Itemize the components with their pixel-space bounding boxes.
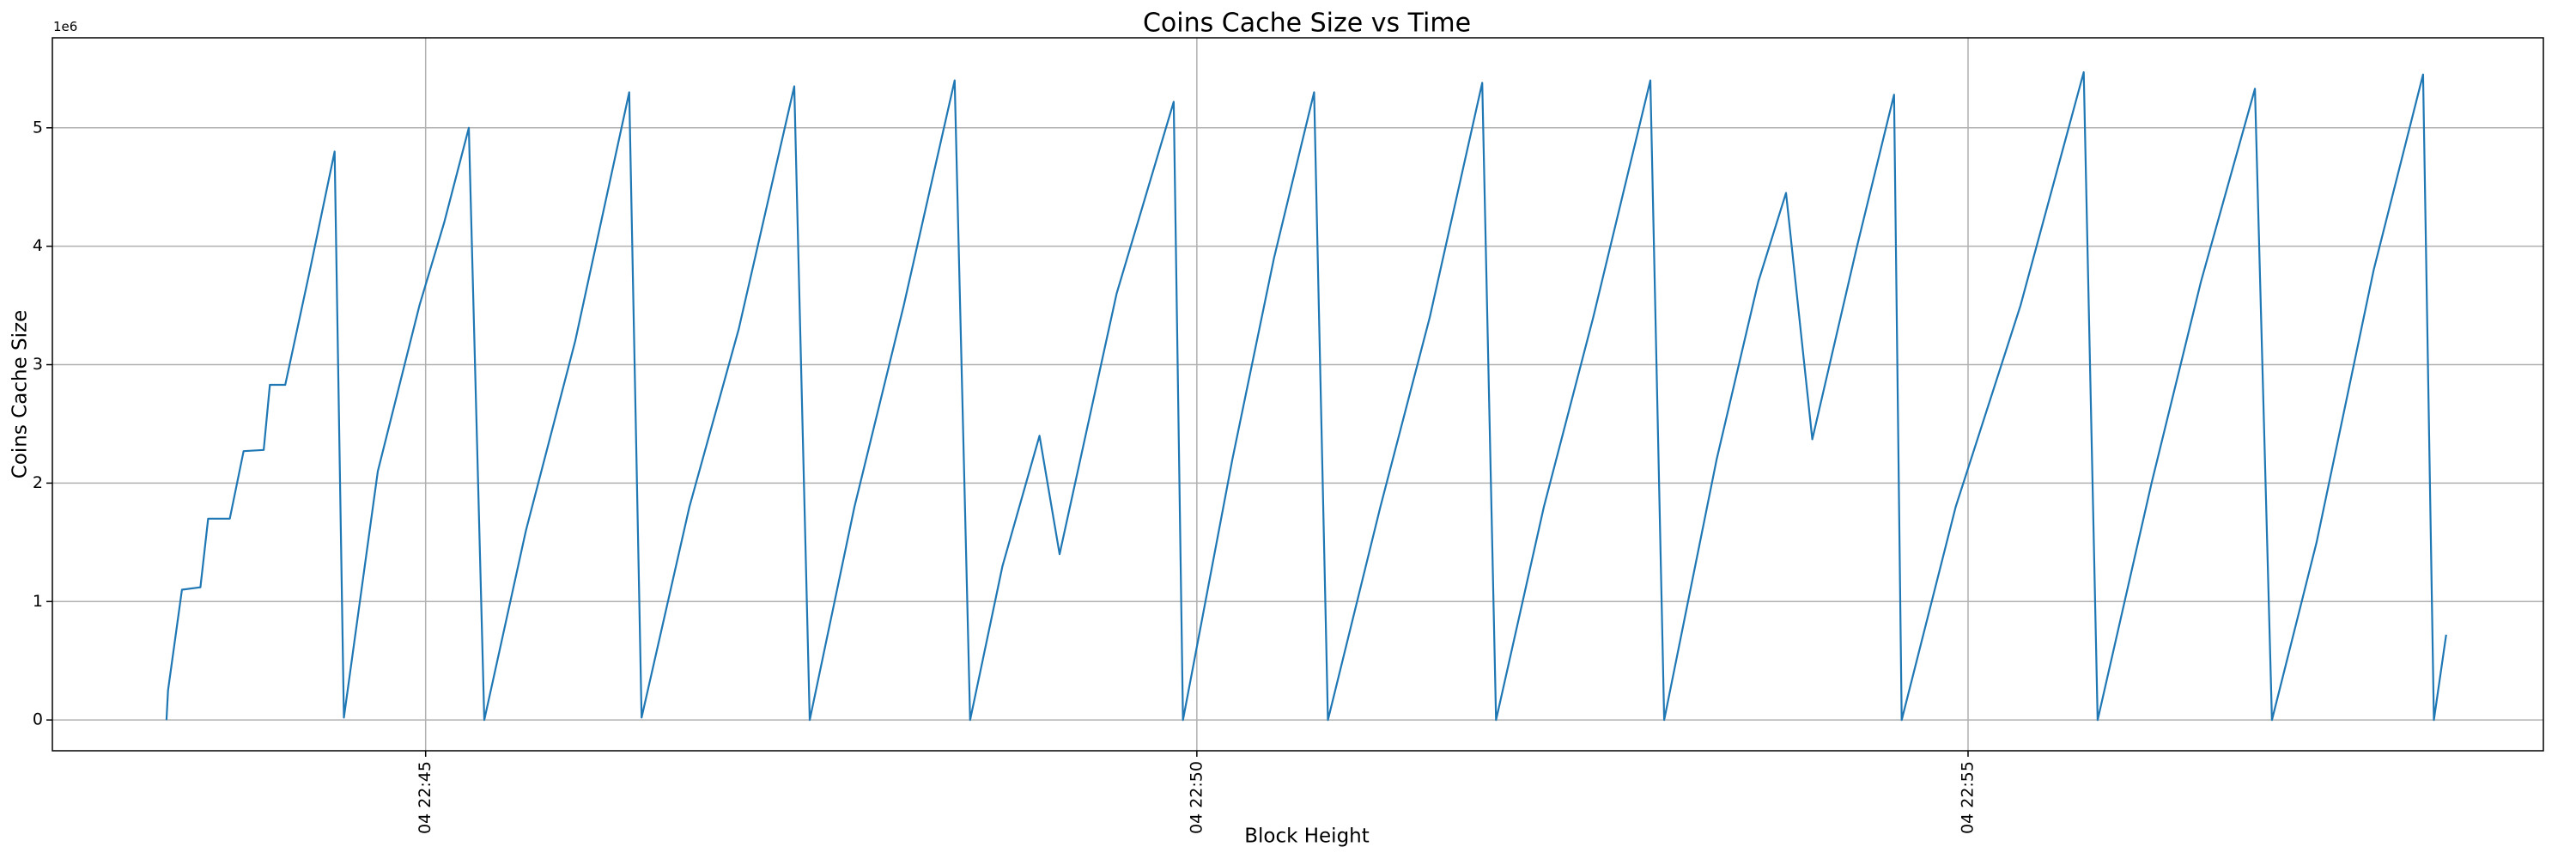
data-line — [165, 70, 2447, 722]
x-tick-label: 04 22:50 — [1187, 761, 1206, 834]
y-tick-label: 4 — [33, 236, 43, 255]
y-axis-label: Coins Cache Size — [9, 310, 32, 478]
y-tick-label: 5 — [33, 118, 43, 137]
y-tick-label: 0 — [33, 710, 43, 729]
y-tick-label: 3 — [33, 355, 43, 374]
x-tick-label: 04 22:55 — [1958, 761, 1977, 834]
y-tick-label: 1 — [33, 592, 43, 611]
chart-title: Coins Cache Size vs Time — [1143, 9, 1471, 39]
y-tick-label: 2 — [33, 473, 43, 492]
x-axis-label: Block Height — [1244, 825, 1370, 848]
y-offset-label: 1e6 — [53, 19, 77, 34]
plot-frame — [52, 37, 2544, 752]
x-tick-label: 04 22:45 — [416, 761, 434, 834]
